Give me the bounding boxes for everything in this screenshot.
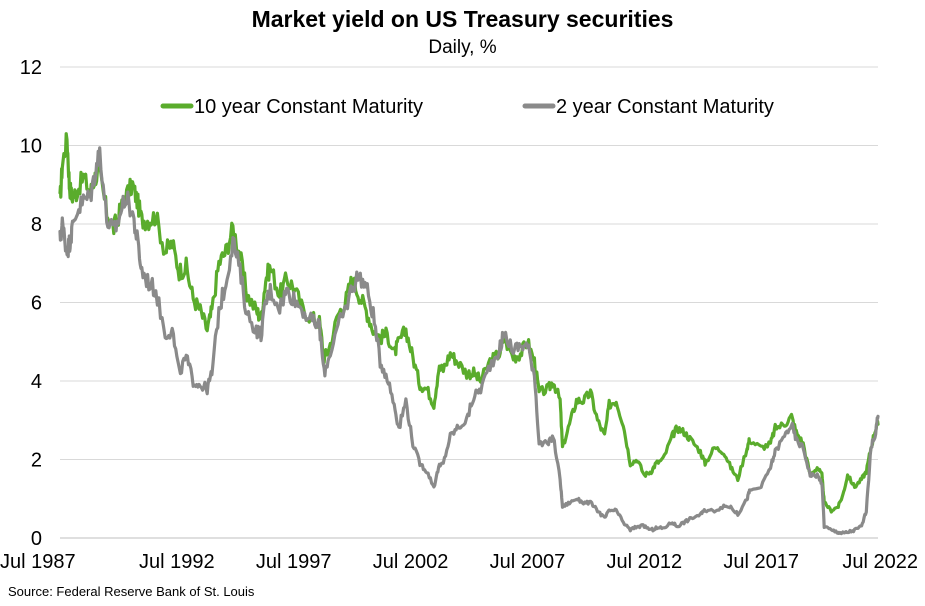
- gridlines: [60, 66, 878, 539]
- y-tick-label: 4: [31, 371, 42, 393]
- series-lines: [58, 132, 880, 536]
- y-tick-label: 0: [31, 528, 42, 550]
- x-tick-label: Jul 2012: [606, 551, 682, 573]
- legend: 10 year Constant Maturity 2 year Constant…: [160, 96, 774, 118]
- x-tick-label: Jul 1987: [0, 551, 76, 573]
- y-tick-label: 12: [20, 57, 42, 79]
- legend-label: 2 year Constant Maturity: [556, 96, 774, 118]
- chart-subtitle: Daily, %: [428, 37, 497, 58]
- x-tick-label: Jul 2022: [842, 551, 918, 573]
- x-tick-label: Jul 2007: [490, 551, 566, 573]
- legend-label: 10 year Constant Maturity: [194, 96, 423, 118]
- x-tick-label: Jul 1997: [256, 551, 332, 573]
- y-tick-label: 10: [20, 136, 42, 158]
- chart-title: Market yield on US Treasury securities: [251, 6, 674, 32]
- y-tick-label: 2: [31, 450, 42, 472]
- x-tick-label: Jul 2002: [373, 551, 449, 573]
- x-axis-labels: Jul 1987 Jul 1992 Jul 1997 Jul 2002 Jul 2007…: [0, 551, 918, 573]
- source-note: Source: Federal Reserve Bank of St. Loui…: [8, 584, 255, 599]
- x-tick-label: Jul 1992: [139, 551, 215, 573]
- y-tick-label: 6: [31, 293, 42, 315]
- series-line-2y: [58, 146, 880, 536]
- y-tick-label: 8: [31, 214, 42, 236]
- x-tick-label: Jul 2017: [723, 551, 799, 573]
- y-axis-labels: 0 2 4 6 8 10 12: [20, 57, 42, 550]
- series-line-10y: [58, 132, 880, 514]
